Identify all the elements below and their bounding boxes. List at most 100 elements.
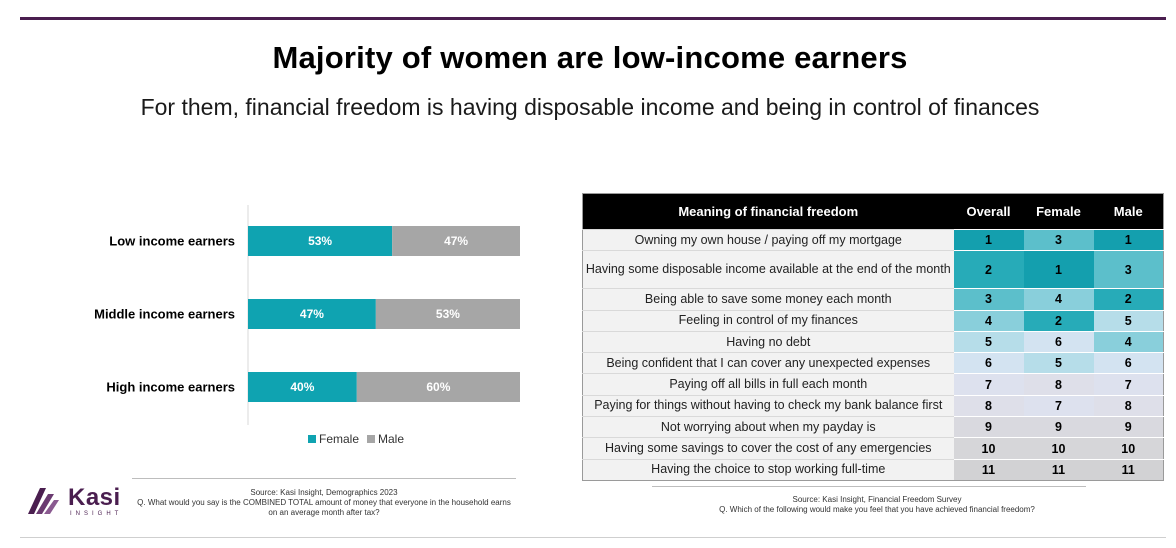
source-divider-left — [132, 478, 516, 479]
table-cell-meaning: Having some disposable income available … — [582, 250, 954, 289]
bar-chart-svg: Low income earners 53% 47% Middle income ea… — [94, 205, 520, 425]
page-title: Majority of women are low-income earners — [272, 40, 908, 75]
financial-freedom-table: Meaning of financial freedom Overall Fem… — [582, 193, 1164, 481]
bar-male — [356, 372, 520, 402]
rank-cell-male: 2 — [1093, 288, 1164, 311]
bar-female — [248, 226, 393, 256]
header-male: Male — [1093, 193, 1164, 230]
table-cell-meaning: Having the choice to stop working full-t… — [582, 458, 954, 481]
source-note-left: Source: Kasi Insight, Demographics 2023 … — [132, 488, 516, 518]
category-label: Middle income earners — [94, 307, 235, 322]
rank-cell-male: 11 — [1093, 458, 1164, 481]
table-row: Paying off all bills in full each month 7… — [582, 373, 1164, 396]
table-row: Not worrying about when my payday is 9 9 9 — [582, 416, 1164, 438]
bottom-rule — [20, 537, 1166, 538]
legend-label-male: Male — [378, 432, 405, 446]
rank-cell-overall: 11 — [953, 458, 1024, 481]
table-cell-meaning: Having some savings to cover the cost of… — [582, 437, 954, 460]
table-row: Being confident that I can cover any une… — [582, 352, 1164, 374]
bar-value-label: 60% — [426, 380, 450, 394]
rank-cell-overall: 7 — [953, 373, 1024, 396]
rank-cell-female: 8 — [1023, 373, 1094, 396]
logo-sub: INSIGHT — [70, 511, 123, 517]
category-label: High income earners — [106, 380, 235, 395]
rank-cell-female: 9 — [1023, 416, 1094, 438]
table-row: Having some disposable income available … — [582, 250, 1164, 289]
rank-cell-overall: 6 — [953, 352, 1024, 374]
header-meaning: Meaning of financial freedom — [582, 193, 954, 230]
kasi-logo-icon — [28, 488, 59, 514]
rank-cell-female: 5 — [1023, 352, 1094, 374]
rank-cell-male: 7 — [1093, 373, 1164, 396]
bar-value-label: 53% — [308, 234, 332, 248]
source-note-right: Source: Kasi Insight, Financial Freedom … — [652, 495, 1102, 515]
bar-value-label: 40% — [290, 380, 314, 394]
rank-cell-female: 11 — [1023, 458, 1094, 481]
table-header-row: Meaning of financial freedom Overall Fem… — [582, 193, 1164, 230]
rank-cell-overall: 3 — [953, 288, 1024, 311]
category-label: Low income earners — [109, 234, 235, 249]
table-cell-meaning: Being confident that I can cover any une… — [582, 352, 954, 374]
table-cell-meaning: Feeling in control of my finances — [582, 309, 954, 332]
chart-legend: Female Male — [308, 432, 404, 446]
rank-cell-female: 10 — [1023, 437, 1094, 460]
table-row: Being able to save some money each month… — [582, 288, 1164, 311]
table-cell-meaning: Having no debt — [582, 330, 954, 353]
rank-cell-female: 2 — [1023, 309, 1094, 332]
bar-female — [248, 299, 376, 329]
rank-cell-overall: 1 — [953, 228, 1024, 251]
legend-item-female: Female — [308, 432, 359, 446]
rank-cell-male: 1 — [1093, 228, 1164, 251]
table-cell-meaning: Owning my own house / paying off my mort… — [582, 228, 954, 251]
rank-cell-male: 4 — [1093, 330, 1164, 353]
rank-cell-overall: 8 — [953, 394, 1024, 417]
rank-cell-overall: 5 — [953, 330, 1024, 353]
rank-cell-female: 3 — [1023, 228, 1094, 251]
table-cell-meaning: Paying off all bills in full each month — [582, 373, 954, 396]
source-left-line2: Q. What would you say is the COMBINED TO… — [137, 498, 511, 517]
rank-cell-overall: 10 — [953, 437, 1024, 460]
table-row: Feeling in control of my finances 4 2 5 — [582, 309, 1164, 332]
source-right-line1: Source: Kasi Insight, Financial Freedom … — [792, 495, 962, 504]
rank-cell-female: 4 — [1023, 288, 1094, 311]
rank-cell-female: 6 — [1023, 330, 1094, 353]
bar-value-label: 47% — [300, 307, 324, 321]
table-row: Having the choice to stop working full-t… — [582, 458, 1164, 481]
legend-label-female: Female — [319, 432, 360, 446]
source-divider-right — [652, 486, 1086, 487]
rank-cell-male: 5 — [1093, 309, 1164, 332]
rank-cell-female: 7 — [1023, 394, 1094, 417]
table-row: Having no debt 5 6 4 — [582, 330, 1164, 353]
rank-cell-female: 1 — [1023, 250, 1094, 289]
rank-cell-male: 10 — [1093, 437, 1164, 460]
header-overall: Overall — [953, 193, 1024, 230]
bar-female — [248, 372, 357, 402]
top-rule — [20, 17, 1166, 20]
logo-name: Kasi — [68, 484, 121, 511]
table-cell-meaning: Paying for things without having to chec… — [582, 394, 954, 417]
income-bar-chart: Low income earners 53% 47% Middle income ea… — [40, 200, 540, 460]
table-row: Having some savings to cover the cost of… — [582, 437, 1164, 460]
table-row: Owning my own house / paying off my mort… — [582, 228, 1164, 251]
legend-swatch-female — [308, 435, 316, 443]
rank-cell-overall: 4 — [953, 309, 1024, 332]
rank-cell-male: 3 — [1093, 250, 1164, 289]
legend-item-male: Male — [367, 432, 404, 446]
bar-male — [375, 299, 520, 329]
rank-cell-male: 8 — [1093, 394, 1164, 417]
header-female: Female — [1023, 193, 1094, 230]
bar-male — [392, 226, 520, 256]
source-right-line2: Q. Which of the following would make you… — [719, 505, 1035, 514]
kasi-logo: Kasi INSIGHT — [26, 484, 126, 524]
bar-value-label: 53% — [436, 307, 460, 321]
source-left-line1: Source: Kasi Insight, Demographics 2023 — [250, 488, 398, 497]
table-cell-meaning: Not worrying about when my payday is — [582, 416, 954, 438]
page-subtitle: For them, financial freedom is having di… — [140, 94, 1040, 120]
table-cell-meaning: Being able to save some money each month — [582, 288, 954, 311]
rank-cell-overall: 9 — [953, 416, 1024, 438]
rank-cell-male: 9 — [1093, 416, 1164, 438]
bar-value-label: 47% — [444, 234, 468, 248]
legend-swatch-male — [367, 435, 376, 443]
rank-cell-overall: 2 — [953, 250, 1024, 289]
rank-cell-male: 6 — [1093, 352, 1164, 374]
